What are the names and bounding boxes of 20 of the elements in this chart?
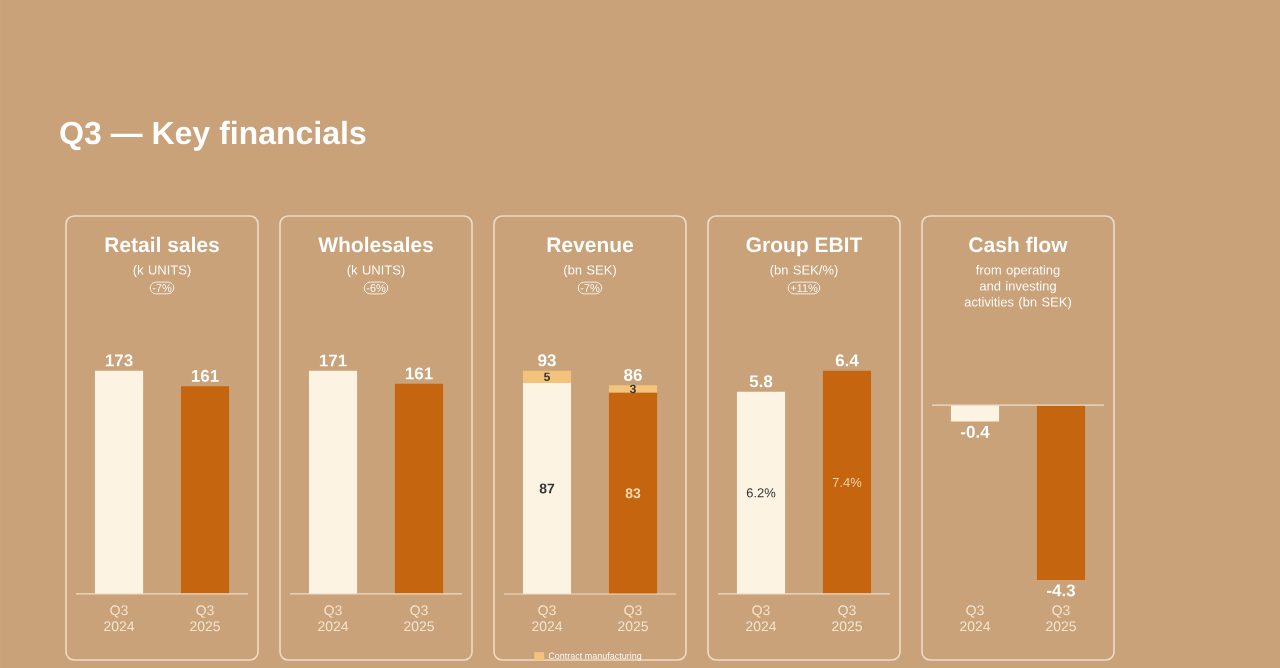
chart-title: Group EBIT	[746, 237, 863, 257]
data-label: 5.8	[749, 375, 773, 388]
text: Q3 — Key financials	[60, 120, 366, 151]
bar	[608, 392, 658, 594]
total-label: 86	[624, 368, 642, 381]
bar	[608, 385, 658, 393]
data-label: 161	[191, 369, 219, 382]
bar	[522, 370, 572, 383]
data-label: -0.4	[961, 425, 990, 438]
total-label: 93	[538, 354, 556, 367]
bar	[522, 382, 572, 594]
chart-title: Cash flow	[969, 236, 1068, 253]
data-label: 173	[105, 354, 133, 367]
data-label: 161	[405, 367, 433, 380]
data-label: 171	[319, 354, 347, 367]
chart-title: Wholesales	[318, 236, 433, 253]
data-label: 6.4	[835, 354, 859, 367]
chart-title: Revenue	[547, 237, 634, 253]
data-label: -4.3	[1047, 584, 1076, 597]
chart-title: Retail sales	[105, 236, 219, 253]
